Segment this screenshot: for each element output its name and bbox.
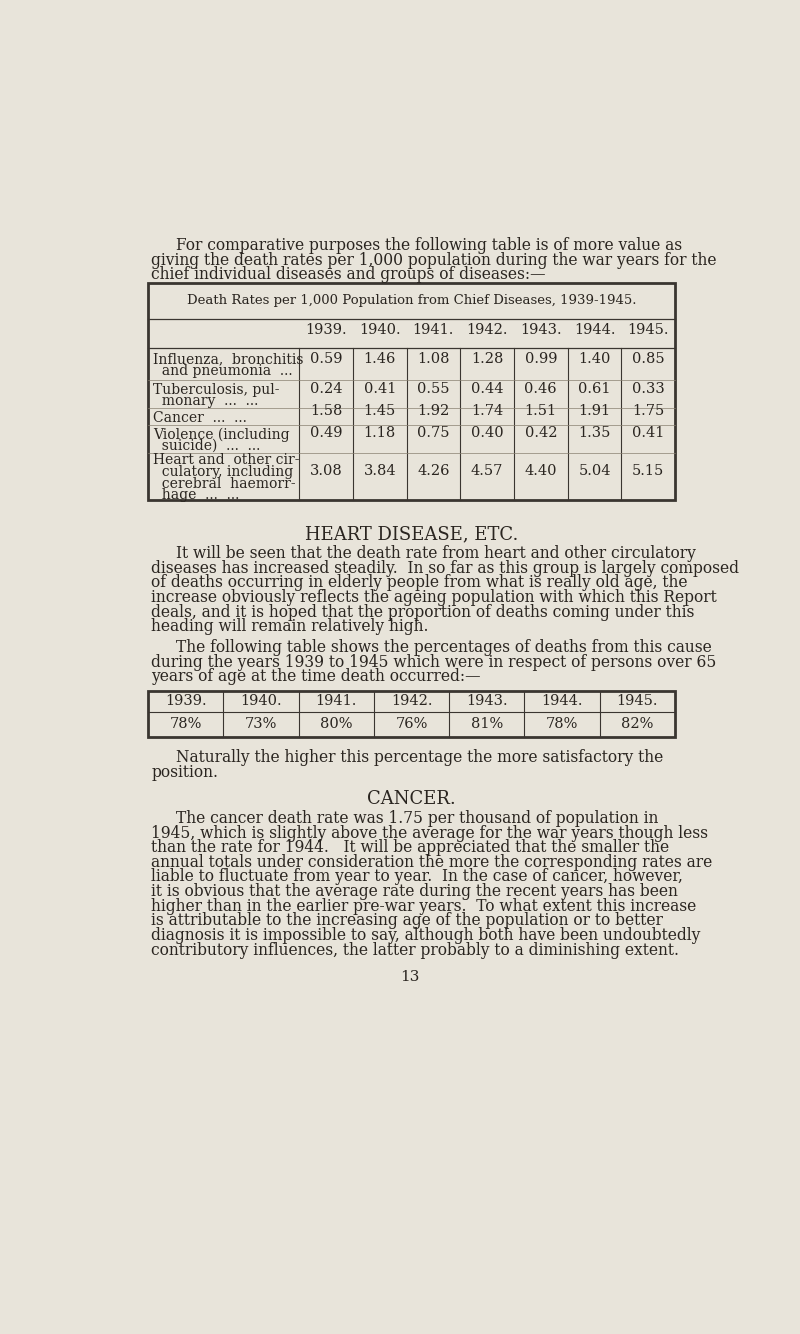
Text: 1939.: 1939.	[306, 323, 347, 338]
Text: contributory influences, the latter probably to a diminishing extent.: contributory influences, the latter prob…	[151, 942, 679, 959]
Text: 1941.: 1941.	[315, 695, 357, 708]
Text: HEART DISEASE, ETC.: HEART DISEASE, ETC.	[305, 526, 518, 543]
Text: 0.75: 0.75	[417, 427, 450, 440]
Text: 1.28: 1.28	[471, 352, 503, 366]
Text: it is obvious that the average rate during the recent years has been: it is obvious that the average rate duri…	[151, 883, 678, 900]
Text: Violence (including: Violence (including	[154, 427, 290, 442]
Text: annual totals under consideration the more the corresponding rates are: annual totals under consideration the mo…	[151, 854, 712, 871]
Text: and pneumonia  ...: and pneumonia ...	[154, 364, 293, 378]
Text: Heart and  other cir-: Heart and other cir-	[154, 454, 300, 467]
Text: heading will remain relatively high.: heading will remain relatively high.	[151, 618, 429, 635]
Text: 1945.: 1945.	[627, 323, 669, 338]
Text: 1944.: 1944.	[574, 323, 615, 338]
Text: 0.44: 0.44	[471, 382, 503, 396]
Text: 1939.: 1939.	[165, 695, 206, 708]
Text: 1.45: 1.45	[363, 404, 396, 418]
Text: 1.74: 1.74	[471, 404, 503, 418]
Text: Naturally the higher this percentage the more satisfactory the: Naturally the higher this percentage the…	[176, 750, 663, 766]
Text: liable to fluctuate from year to year.  In the case of cancer, however,: liable to fluctuate from year to year. I…	[151, 868, 683, 886]
Text: 1945.: 1945.	[617, 695, 658, 708]
Text: 78%: 78%	[546, 718, 578, 731]
Text: 3.84: 3.84	[363, 464, 396, 478]
Text: 3.08: 3.08	[310, 464, 342, 478]
Text: 1945, which is slightly above the average for the war years though less: 1945, which is slightly above the averag…	[151, 824, 708, 842]
Text: 1942.: 1942.	[391, 695, 432, 708]
Text: 0.85: 0.85	[632, 352, 665, 366]
Text: higher than in the earlier pre-war years.  To what extent this increase: higher than in the earlier pre-war years…	[151, 898, 696, 915]
Text: 80%: 80%	[320, 718, 353, 731]
Text: Influenza,  bronchitis: Influenza, bronchitis	[154, 352, 304, 367]
Text: of deaths occurring in elderly people from what is really old age, the: of deaths occurring in elderly people fr…	[151, 575, 688, 591]
Text: 81%: 81%	[470, 718, 503, 731]
Text: 1.18: 1.18	[363, 427, 396, 440]
Text: 0.41: 0.41	[363, 382, 396, 396]
Text: The cancer death rate was 1.75 per thousand of population in: The cancer death rate was 1.75 per thous…	[176, 810, 658, 827]
Text: Tuberculosis, pul-: Tuberculosis, pul-	[154, 383, 280, 396]
Text: 1.91: 1.91	[578, 404, 610, 418]
Text: 73%: 73%	[245, 718, 277, 731]
Text: 1944.: 1944.	[542, 695, 583, 708]
Text: 1.75: 1.75	[632, 404, 664, 418]
Text: 5.04: 5.04	[578, 464, 610, 478]
Text: 5.15: 5.15	[632, 464, 664, 478]
Text: 13: 13	[400, 970, 420, 984]
Text: 78%: 78%	[170, 718, 202, 731]
Text: 0.55: 0.55	[417, 382, 450, 396]
Text: is attributable to the increasing age of the population or to better: is attributable to the increasing age of…	[151, 912, 663, 930]
Text: 1943.: 1943.	[466, 695, 508, 708]
Text: 0.24: 0.24	[310, 382, 342, 396]
Text: 0.40: 0.40	[471, 427, 503, 440]
Text: 0.33: 0.33	[632, 382, 665, 396]
Text: 1.08: 1.08	[417, 352, 450, 366]
Text: 1.35: 1.35	[578, 427, 610, 440]
Text: 0.99: 0.99	[525, 352, 557, 366]
Bar	[148, 691, 675, 736]
Text: suicide)  ...  ...: suicide) ... ...	[154, 439, 261, 452]
Text: diagnosis it is impossible to say, although both have been undoubtedly: diagnosis it is impossible to say, altho…	[151, 927, 701, 944]
Text: CANCER.: CANCER.	[367, 790, 456, 808]
Text: diseases has increased steadily.  In so far as this group is largely composed: diseases has increased steadily. In so f…	[151, 560, 739, 576]
Text: deals, and it is hoped that the proportion of deaths coming under this: deals, and it is hoped that the proporti…	[151, 603, 694, 620]
Text: 0.42: 0.42	[525, 427, 557, 440]
Text: 1943.: 1943.	[520, 323, 562, 338]
Text: than the rate for 1944.   It will be appreciated that the smaller the: than the rate for 1944. It will be appre…	[151, 839, 670, 856]
Text: 1.51: 1.51	[525, 404, 557, 418]
Text: 76%: 76%	[395, 718, 428, 731]
Text: Death Rates per 1,000 Population from Chief Diseases, 1939-1945.: Death Rates per 1,000 Population from Ch…	[187, 293, 636, 307]
Text: 82%: 82%	[622, 718, 654, 731]
Bar	[148, 283, 675, 500]
Text: culatory, including: culatory, including	[154, 466, 294, 479]
Text: 1940.: 1940.	[359, 323, 401, 338]
Text: It will be seen that the death rate from heart and other circulatory: It will be seen that the death rate from…	[176, 546, 696, 562]
Text: 0.59: 0.59	[310, 352, 342, 366]
Text: increase obviously reflects the ageing population with which this Report: increase obviously reflects the ageing p…	[151, 590, 717, 606]
Text: position.: position.	[151, 764, 218, 780]
Text: 1941.: 1941.	[413, 323, 454, 338]
Text: monary  ...  ...: monary ... ...	[154, 394, 259, 408]
Text: hage  ...  ...: hage ... ...	[154, 488, 240, 502]
Text: chief individual diseases and groups of diseases:—: chief individual diseases and groups of …	[151, 267, 546, 283]
Text: 1.40: 1.40	[578, 352, 610, 366]
Text: 0.61: 0.61	[578, 382, 610, 396]
Text: giving the death rates per 1,000 population during the war years for the: giving the death rates per 1,000 populat…	[151, 252, 717, 268]
Text: 1.58: 1.58	[310, 404, 342, 418]
Text: 4.26: 4.26	[417, 464, 450, 478]
Text: Cancer  ...  ...: Cancer ... ...	[154, 411, 247, 424]
Text: For comparative purposes the following table is of more value as: For comparative purposes the following t…	[176, 237, 682, 253]
Text: 0.49: 0.49	[310, 427, 342, 440]
Text: 1940.: 1940.	[240, 695, 282, 708]
Text: during the years 1939 to 1945 which were in respect of persons over 65: during the years 1939 to 1945 which were…	[151, 654, 717, 671]
Text: cerebral  haemorr-: cerebral haemorr-	[154, 476, 296, 491]
Text: 4.40: 4.40	[525, 464, 557, 478]
Text: 0.46: 0.46	[525, 382, 557, 396]
Text: 0.41: 0.41	[632, 427, 664, 440]
Text: 1.92: 1.92	[418, 404, 450, 418]
Text: years of age at the time death occurred:—: years of age at the time death occurred:…	[151, 668, 481, 686]
Text: 1942.: 1942.	[466, 323, 508, 338]
Text: 4.57: 4.57	[471, 464, 503, 478]
Text: The following table shows the percentages of deaths from this cause: The following table shows the percentage…	[176, 639, 712, 656]
Text: 1.46: 1.46	[363, 352, 396, 366]
